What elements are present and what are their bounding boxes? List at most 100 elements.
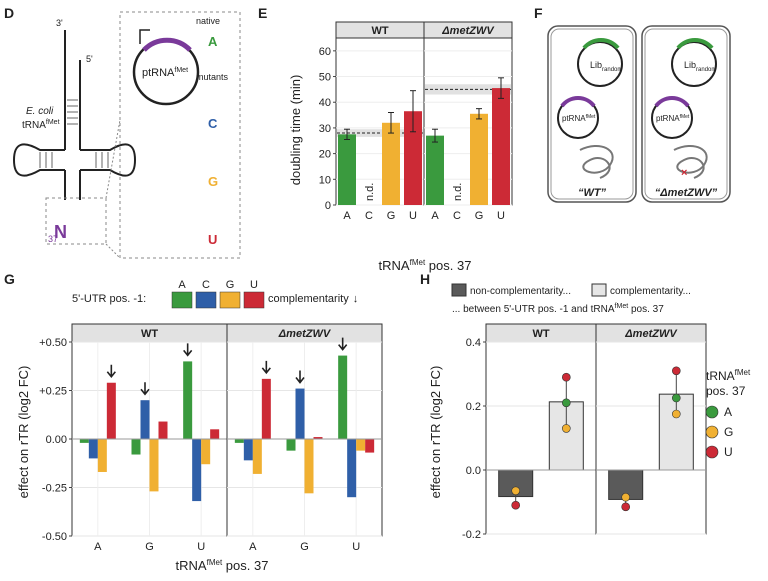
g-x-tick-label: A (94, 541, 102, 553)
h-point (671, 409, 681, 419)
deletion-x-icon: × (681, 167, 687, 179)
native-label: native (196, 16, 220, 26)
e-x-tick-label: A (431, 210, 439, 222)
h-point (561, 372, 571, 382)
g-bar (158, 421, 168, 439)
g-bar (79, 439, 89, 443)
h-point (671, 393, 681, 403)
h-legend-swatch-comp (591, 283, 607, 297)
wt-lib-insert (582, 37, 620, 50)
h-point-legend-marker (705, 425, 719, 439)
position-n: N (54, 222, 67, 242)
e-x-tick-label: G (475, 210, 484, 222)
h-legend-caption: ... between 5'-UTR pos. -1 and tRNAfMet … (452, 303, 664, 315)
g-y-tick-label: +0.50 (39, 337, 67, 349)
cell-wt (547, 25, 637, 203)
e-bar (470, 113, 488, 205)
mutant-base-c: C (208, 116, 218, 131)
wt-lib-plasmid (577, 41, 623, 87)
wt-chromosome (579, 145, 614, 179)
native-base: A (208, 34, 218, 49)
e-x-tick-label: U (409, 210, 417, 222)
mutant-base-g: G (208, 174, 218, 189)
e-x-tick-label: A (343, 210, 351, 222)
wt-lib-label: Librandom (590, 60, 622, 73)
three-prime-label: 3' (56, 18, 63, 28)
wt-trna-insert (560, 96, 596, 108)
g-bar (347, 439, 357, 498)
panel-letter-f: F (534, 5, 543, 21)
e-y-tick-label: 50 (319, 72, 331, 84)
mut-cell-label: “ΔmetZWV” (655, 187, 718, 199)
g-legend-title: 5'-UTR pos. -1: (72, 293, 146, 305)
panel-letter-g: G (4, 271, 15, 287)
h-point (621, 492, 631, 502)
five-prime-label: 5' (86, 54, 93, 64)
position-37-label: 37 (48, 234, 58, 244)
g-bar (210, 429, 220, 439)
e-nd-label: n.d. (452, 183, 464, 201)
e-nd-label: n.d. (364, 183, 376, 201)
g-bar (192, 439, 202, 502)
g-y-tick-label: -0.50 (42, 531, 67, 543)
e-bar (492, 88, 510, 205)
e-bar (382, 122, 400, 205)
cell-wt-inner (550, 28, 634, 200)
mutants-label: mutants (196, 72, 229, 82)
g-legend-base: G (226, 279, 235, 291)
g-y-tick-label: +0.25 (39, 386, 67, 398)
g-complementarity-arrow-icon (183, 343, 193, 357)
g-x-axis-title: tRNAfMet pos. 37 (176, 558, 269, 573)
g-bar (338, 355, 348, 439)
h-point-legend-label: G (724, 425, 733, 439)
g-y-tick-label: 0.00 (46, 434, 67, 446)
e-y-tick-label: 10 (319, 174, 331, 186)
panel-letter-h: H (420, 271, 430, 287)
e-x-tick-label: C (453, 210, 461, 222)
h-point-legend-label: A (724, 405, 732, 419)
plasmid-label: ptRNAfMet (142, 67, 188, 79)
h-y-tick-label: -0.2 (462, 529, 481, 541)
g-legend-base: A (178, 279, 186, 291)
mut-lib-plasmid (671, 41, 717, 87)
e-facet-label: WT (371, 25, 388, 37)
g-x-tick-label: U (352, 541, 360, 553)
e-x-tick-label: G (387, 210, 396, 222)
g-y-axis-title: effect on rTR (log2 FC) (16, 366, 31, 499)
e-x-tick-label: U (497, 210, 505, 222)
g-complementarity-arrow-icon (261, 360, 271, 375)
mut-trna-insert (654, 96, 690, 108)
g-legend-swatch (243, 291, 265, 309)
g-complementarity-arrow-icon (140, 382, 150, 396)
g-bar (243, 439, 253, 461)
cell-mut-inner (644, 28, 728, 200)
ecoli-label: E. coli (26, 106, 54, 117)
zoom-line-top (105, 119, 121, 199)
mut-lib-insert (676, 37, 714, 50)
g-bar (295, 388, 305, 439)
e-bar (404, 111, 422, 205)
h-point (511, 486, 521, 496)
g-bar (313, 437, 323, 439)
wt-trna-label: ptRNAfMet (562, 114, 596, 123)
g-x-tick-label: A (249, 541, 257, 553)
g-legend-swatch (219, 291, 241, 309)
h-point (621, 502, 631, 512)
h-legend-label-comp: complementarity... (610, 286, 691, 297)
panel-d: D 3' 5' E. coli tRNAfMet N 37 ptRNAfMet … (4, 5, 241, 259)
panel-letter-e: E (258, 5, 267, 21)
g-bar (286, 439, 296, 451)
panel-f: F Librandom ptRNAfMet “WT” Librandom ptR… (534, 5, 731, 203)
h-y-tick-label: 0.2 (466, 401, 481, 413)
h-point (561, 424, 571, 433)
e-y-tick-label: 60 (319, 46, 331, 58)
e-bar (426, 135, 444, 205)
g-complementarity-arrow-icon (338, 337, 348, 351)
mutants-box (119, 11, 241, 259)
h-legend-swatch-non (451, 283, 467, 297)
h-point (671, 366, 681, 376)
g-complementarity-label: complementarity ↓ (268, 293, 358, 305)
g-bar (88, 439, 98, 459)
e-x-tick-label: C (365, 210, 373, 222)
h-legend-label-non: non-complementarity... (470, 286, 571, 297)
